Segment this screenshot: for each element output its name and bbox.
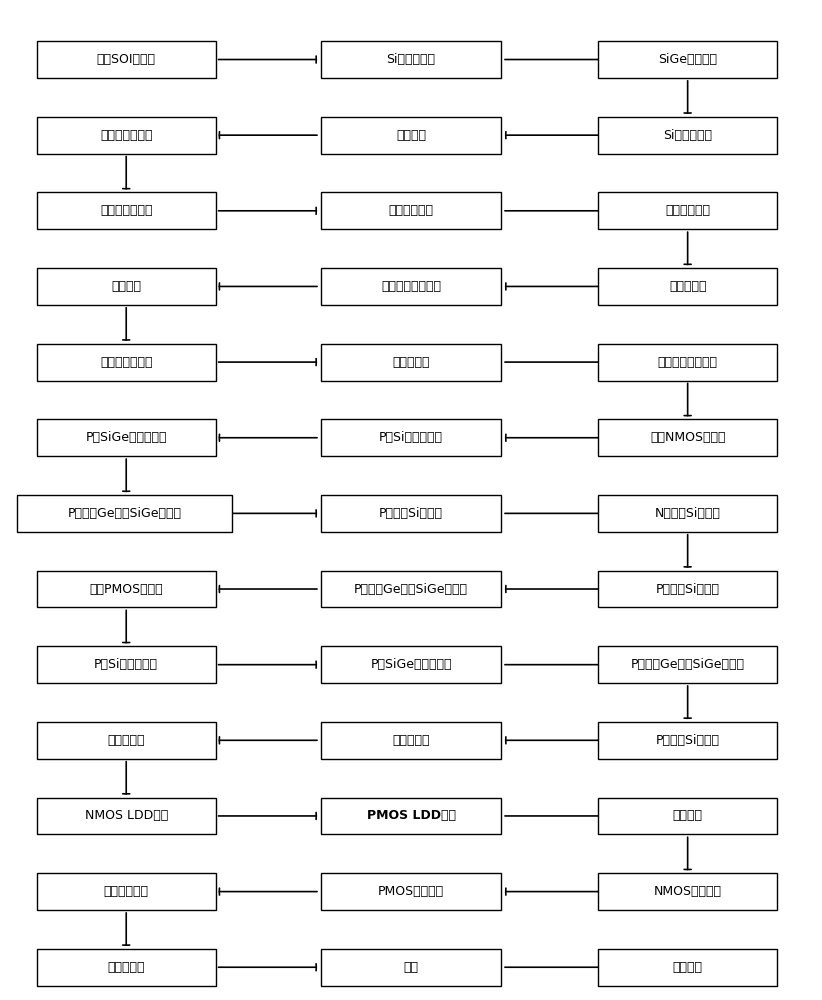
Text: 侧墙制备: 侧墙制备 — [672, 809, 703, 822]
Bar — [598, 117, 777, 154]
Text: 发射极重掺杂制备: 发射极重掺杂制备 — [658, 356, 718, 369]
Bar — [37, 873, 215, 910]
Bar — [321, 949, 501, 986]
Text: 光刻基区隔离: 光刻基区隔离 — [389, 204, 433, 217]
Text: 光刻集电区隔离: 光刻集电区隔离 — [100, 129, 152, 142]
Text: Si发射区制备: Si发射区制备 — [663, 129, 712, 142]
Bar — [598, 646, 777, 683]
Bar — [598, 873, 777, 910]
Bar — [321, 646, 501, 683]
Text: 光刻引线: 光刻引线 — [672, 961, 703, 974]
Text: P型固定Ge组分SiGe层生长: P型固定Ge组分SiGe层生长 — [67, 507, 182, 520]
Text: N型应变Si层生长: N型应变Si层生长 — [654, 507, 721, 520]
Text: P型Si缓冲层生长: P型Si缓冲层生长 — [379, 431, 443, 444]
Text: NMOS LDD制备: NMOS LDD制备 — [85, 809, 168, 822]
Bar — [321, 419, 501, 456]
Text: P型应变Si层生长: P型应变Si层生长 — [379, 507, 443, 520]
Text: 基区隔离制备: 基区隔离制备 — [665, 204, 710, 217]
Text: 光刻发射极: 光刻发射极 — [392, 356, 430, 369]
Bar — [37, 646, 215, 683]
Bar — [37, 419, 215, 456]
Bar — [598, 495, 777, 532]
Text: 集电区隔离制备: 集电区隔离制备 — [100, 204, 152, 217]
Bar — [321, 722, 501, 759]
Bar — [321, 117, 501, 154]
Text: 光刻基极: 光刻基极 — [111, 280, 141, 293]
Bar — [321, 571, 501, 607]
Bar — [598, 571, 777, 607]
Bar — [598, 722, 777, 759]
Bar — [598, 268, 777, 305]
Bar — [598, 949, 777, 986]
Text: 隔离制备: 隔离制备 — [396, 129, 426, 142]
Bar — [321, 798, 501, 834]
Text: P型固定Ge组分SiGe层生长: P型固定Ge组分SiGe层生长 — [630, 658, 745, 671]
Text: 制备SOI衬底片: 制备SOI衬底片 — [97, 53, 155, 66]
Bar — [37, 192, 215, 229]
Text: 光刻PMOS有源区: 光刻PMOS有源区 — [90, 583, 163, 596]
Bar — [37, 571, 215, 607]
Bar — [598, 344, 777, 381]
Bar — [598, 41, 777, 78]
Text: P型Si缓冲层生长: P型Si缓冲层生长 — [95, 658, 158, 671]
Bar — [37, 722, 215, 759]
Text: 集电极重掺杂注入: 集电极重掺杂注入 — [381, 280, 441, 293]
Bar — [598, 192, 777, 229]
Text: 栅电极制备: 栅电极制备 — [108, 734, 145, 747]
Text: 光刻引线孔: 光刻引线孔 — [108, 961, 145, 974]
Bar — [37, 798, 215, 834]
Text: 栅介质淀积: 栅介质淀积 — [392, 734, 430, 747]
Text: 光刻集电极: 光刻集电极 — [669, 280, 706, 293]
Text: 光刻NMOS有源区: 光刻NMOS有源区 — [650, 431, 725, 444]
Text: 淀积二氧化硅: 淀积二氧化硅 — [104, 885, 149, 898]
Text: 基极重掺杂注入: 基极重掺杂注入 — [100, 356, 152, 369]
Text: P型SiGe渐变层生长: P型SiGe渐变层生长 — [85, 431, 167, 444]
Bar — [37, 344, 215, 381]
Bar — [321, 268, 501, 305]
Bar — [321, 495, 501, 532]
Text: P型应变Si层生长: P型应变Si层生长 — [656, 734, 719, 747]
Text: P型SiGe渐变层生长: P型SiGe渐变层生长 — [370, 658, 452, 671]
Bar — [16, 495, 233, 532]
Bar — [37, 949, 215, 986]
Bar — [37, 41, 215, 78]
Text: PMOS源漏注入: PMOS源漏注入 — [378, 885, 444, 898]
Bar — [598, 419, 777, 456]
Bar — [321, 873, 501, 910]
Text: SiGe基区制备: SiGe基区制备 — [658, 53, 717, 66]
Bar — [321, 41, 501, 78]
Text: PMOS LDD制备: PMOS LDD制备 — [367, 809, 455, 822]
Bar — [321, 192, 501, 229]
Bar — [598, 798, 777, 834]
Text: P型固定Ge组分SiGe层生长: P型固定Ge组分SiGe层生长 — [354, 583, 468, 596]
Text: P型应变Si层生长: P型应变Si层生长 — [656, 583, 719, 596]
Text: NMOS源漏注入: NMOS源漏注入 — [653, 885, 722, 898]
Text: Si集电区外延: Si集电区外延 — [386, 53, 436, 66]
Bar — [37, 117, 215, 154]
Text: 合金: 合金 — [404, 961, 418, 974]
Bar — [321, 344, 501, 381]
Bar — [37, 268, 215, 305]
